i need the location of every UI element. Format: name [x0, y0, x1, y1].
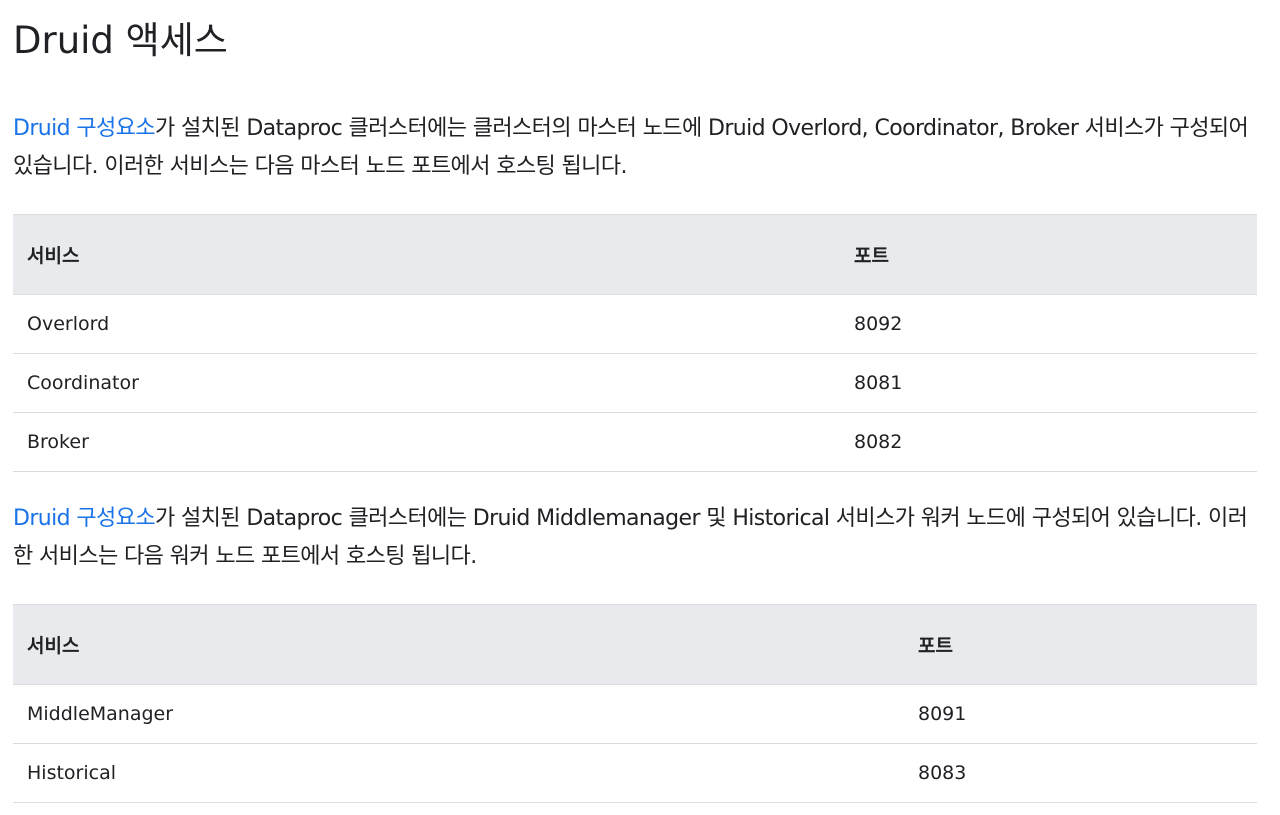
- port-column-header: 포트: [918, 635, 953, 657]
- port-cell: 8083: [918, 762, 967, 784]
- master-node-paragraph-text: 가 설치된 Dataproc 클러스터에는 클러스터의 마스터 노드에 Drui…: [13, 116, 1249, 179]
- table-header-row: 서비스 포트: [13, 604, 1257, 685]
- port-cell: 8082: [854, 431, 903, 453]
- table-header-row: 서비스 포트: [13, 214, 1257, 295]
- worker-node-paragraph: Druid 구성요소가 설치된 Dataproc 클러스터에는 Druid Mi…: [13, 500, 1257, 576]
- service-cell: Historical: [27, 762, 116, 784]
- service-column-header: 서비스: [27, 635, 80, 657]
- table-row: Historical 8083: [13, 743, 1257, 803]
- service-cell: Coordinator: [27, 372, 139, 394]
- port-column-header: 포트: [854, 245, 889, 267]
- worker-node-ports-table: 서비스 포트 MiddleManager 8091 Historical 808…: [13, 604, 1257, 803]
- port-cell: 8091: [918, 703, 967, 725]
- master-node-ports-table: 서비스 포트 Overlord 8092 Coordinator 8081 Br…: [13, 214, 1257, 472]
- service-cell: Overlord: [27, 313, 110, 335]
- druid-component-link[interactable]: Druid 구성요소: [13, 116, 156, 141]
- table-row: Broker 8082: [13, 412, 1257, 472]
- table-row: MiddleManager 8091: [13, 684, 1257, 744]
- port-cell: 8081: [854, 372, 903, 394]
- worker-node-paragraph-text: 가 설치된 Dataproc 클러스터에는 Druid Middlemanage…: [13, 506, 1248, 569]
- port-cell: 8092: [854, 313, 903, 335]
- table-row: Overlord 8092: [13, 294, 1257, 354]
- service-cell: Broker: [27, 431, 89, 453]
- master-node-paragraph: Druid 구성요소가 설치된 Dataproc 클러스터에는 클러스터의 마스…: [13, 110, 1257, 186]
- table-row: Coordinator 8081: [13, 353, 1257, 413]
- druid-component-link[interactable]: Druid 구성요소: [13, 506, 156, 531]
- service-column-header: 서비스: [27, 245, 80, 267]
- page-title: Druid 액세스: [13, 19, 228, 62]
- service-cell: MiddleManager: [27, 703, 174, 725]
